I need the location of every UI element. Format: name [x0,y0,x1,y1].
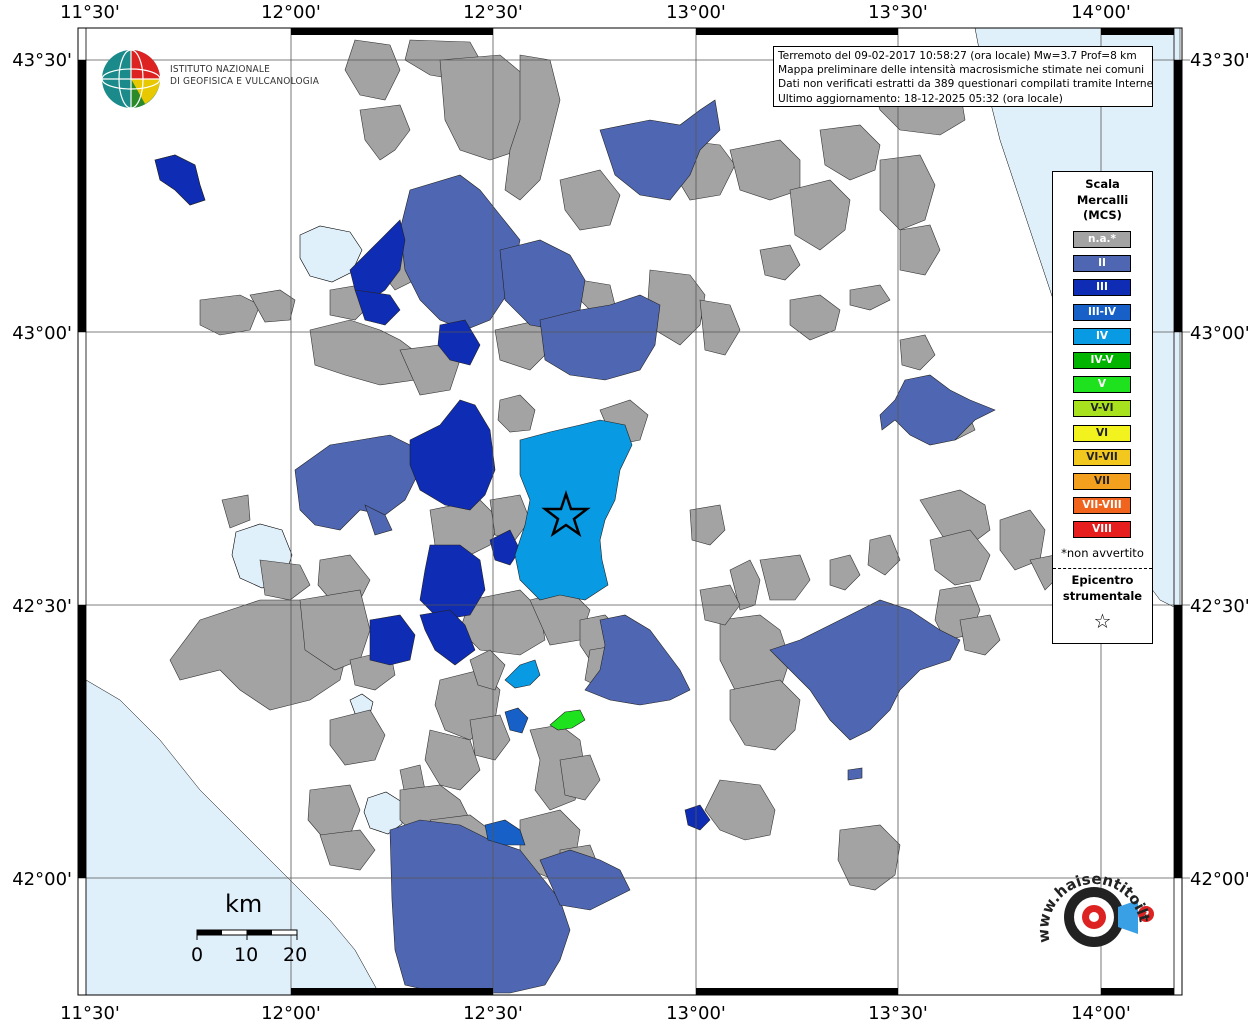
scale-bar-graphic [196,929,298,940]
star-icon: ☆ [1093,609,1112,633]
y-tick: 43°00' [1190,323,1250,344]
last-update: Ultimo aggiornamento: 18-12-2025 05:32 (… [778,92,1063,105]
x-tick: 13°00' [666,2,726,23]
x-ticks-bottom: 11°30' 12°00' 12°30' 13°00' 13°30' 14°00… [60,1003,1131,1024]
data-note: Dati non verificati estratti da 389 ques… [778,78,1153,91]
legend-title-line: Mercalli [1076,192,1129,207]
y-tick: 43°30' [12,50,72,71]
x-tick: 12°30' [463,2,523,23]
ingv-line1: ISTITUTO NAZIONALE [170,64,270,75]
haisentito-logo: ? www.haisentitoilterremoto.it [1022,848,1160,980]
y-tick: 42°30' [1190,596,1250,617]
scale-tick: 20 [283,944,308,966]
legend-item: VI [1073,424,1131,442]
y-tick: 43°00' [12,323,72,344]
ingv-logo: ISTITUTO NAZIONALE DI GEOFISICA E VULCAN… [100,48,320,110]
legend-item: V [1073,376,1131,394]
scale-unit: km [225,890,263,918]
y-tick: 42°30' [12,596,72,617]
x-tick: 13°30' [868,2,928,23]
map-frame [77,27,1183,996]
y-tick: 42°00' [1190,869,1250,890]
x-tick: 14°00' [1071,2,1131,23]
municipalities-v [549,709,586,731]
y-tick: 43°30' [1190,50,1250,71]
x-ticks-top: 11°30' 12°00' 12°30' 13°00' 13°30' 14°00… [60,2,1131,23]
legend-divider [1053,568,1152,569]
legend-item: IV-V [1073,352,1131,369]
legend-title: Scala Mercalli (MCS) [1053,177,1152,224]
epicenter-star-icon [541,490,591,538]
haisentito-logo-graphic: ? www.haisentitoilterremoto.it [1022,848,1154,947]
x-tick: 11°30' [60,1003,120,1024]
scale-tick: 10 [234,944,259,966]
y-tick: 42°00' [12,869,72,890]
event-info-box: Terremoto del 09-02-2017 10:58:27 (ora l… [773,46,1153,107]
map-description: Mappa preliminare delle intensità macros… [778,64,1145,77]
municipalities-iii-iv [484,707,529,846]
svg-text:?: ? [1143,908,1150,922]
legend-item: IV [1073,327,1131,345]
legend-item: III [1073,279,1131,297]
y-ticks-right: 43°30' 43°00' 42°30' 42°00' [1190,50,1250,890]
municipalities-ii [154,99,996,994]
x-tick: 14°00' [1071,1003,1131,1024]
legend-epicenter-label: Epicentro strumentale [1053,573,1152,604]
legend-item: VII-VIII [1073,497,1131,515]
legend-note: *non avvertito [1061,546,1144,560]
x-tick: 12°00' [261,1003,321,1024]
legend-epicenter-line: Epicentro [1071,573,1134,587]
legend-item: VII [1073,473,1131,490]
legend-item: II [1073,255,1131,273]
legend-item: V-VI [1073,400,1131,418]
scale-bar: km 0 10 20 [190,890,310,970]
x-tick: 13°00' [666,1003,726,1024]
legend-item: III-IV [1073,303,1131,321]
legend-title-line: (MCS) [1083,208,1122,222]
municipalities-iii [154,154,711,831]
y-ticks-left: 43°30' 43°00' 42°30' 42°00' [12,50,72,890]
event-line: Terremoto del 09-02-2017 10:58:27 (ora l… [778,50,1137,62]
x-tick: 13°30' [868,1003,928,1024]
globe-icon [101,49,161,109]
legend-title-line: Scala [1085,177,1120,191]
legend-item: VIII [1073,521,1131,539]
scale-tick: 0 [191,944,204,966]
legend-item: n.a.* [1073,231,1131,248]
legend: Scala Mercalli (MCS) n.a.* II III III-IV IV I… [1052,171,1153,644]
municipalities-na [169,39,1061,891]
legend-epicenter-line: strumentale [1062,588,1143,603]
x-tick: 12°30' [463,1003,523,1024]
x-tick: 11°30' [60,2,120,23]
x-tick: 12°00' [261,2,321,23]
legend-item: VI-VII [1073,448,1131,466]
ingv-line2: DI GEOFISICA E VULCANOLOGIA [170,76,320,87]
